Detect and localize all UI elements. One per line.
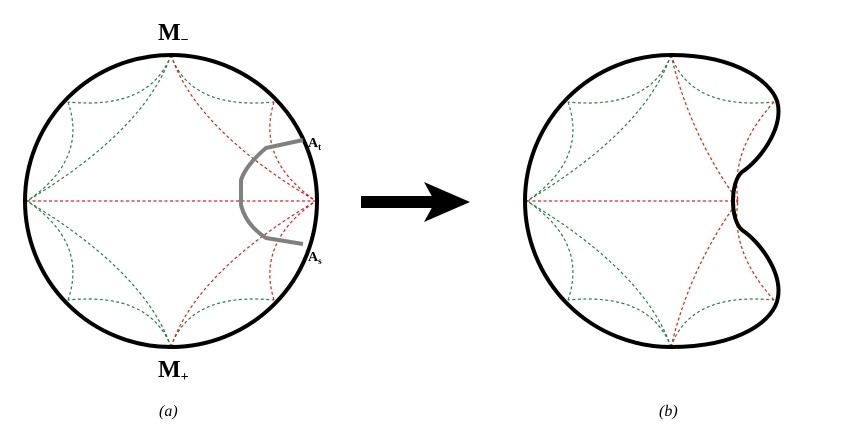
panel-b: (b) (523, 52, 781, 420)
geodesic (526, 200, 672, 348)
geodesic (269, 200, 317, 301)
geodesic (67, 298, 172, 348)
geodesic (670, 54, 775, 104)
geodesic (670, 54, 739, 202)
geodesic (567, 54, 672, 104)
geodesic (67, 54, 172, 104)
geodesic (26, 101, 74, 202)
panel-a-red-geodesics (27, 54, 317, 348)
label-m-plus: M+ (158, 357, 189, 385)
panel-a-boundary-circle (23, 53, 319, 349)
panel-a-green-geodesics (26, 54, 275, 348)
geodesic (170, 54, 275, 104)
arrow-icon (361, 182, 470, 222)
geodesic (170, 54, 317, 202)
geodesic (26, 200, 172, 348)
caption-b: (b) (659, 403, 678, 420)
label-a-s: As (308, 250, 322, 266)
label-m-minus: M− (158, 20, 189, 48)
panel-b-green-geodesics (526, 54, 775, 348)
panel-a-cut-curve (239, 138, 304, 246)
label-a-t: At (308, 136, 321, 152)
geodesic (670, 298, 775, 348)
geodesic (736, 200, 775, 301)
geodesic (170, 200, 317, 348)
caption-a: (a) (159, 403, 178, 420)
panel-b-deformed-boundary (523, 52, 781, 350)
geodesic (526, 54, 672, 202)
geodesic (670, 200, 739, 348)
geodesic (26, 54, 172, 202)
geodesic (26, 200, 74, 301)
geodesic (170, 298, 275, 348)
geodesic (526, 200, 574, 301)
panel-b-red-geodesics (527, 54, 775, 348)
geodesic (526, 101, 574, 202)
geodesic (736, 101, 775, 202)
panel-a: M− M+ At As (a) (23, 20, 322, 420)
geodesic (567, 298, 672, 348)
geodesic (269, 101, 317, 202)
